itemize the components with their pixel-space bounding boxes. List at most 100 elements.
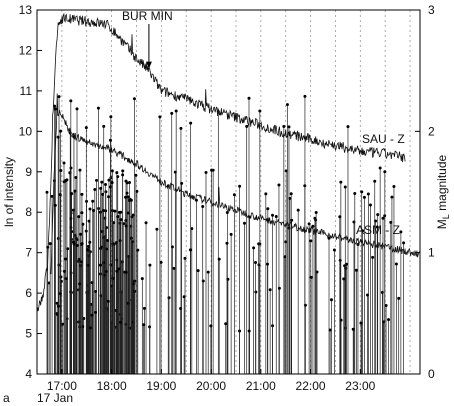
event-point bbox=[361, 229, 365, 233]
event-point bbox=[296, 208, 300, 212]
event-point bbox=[238, 184, 242, 188]
event-point bbox=[88, 207, 92, 211]
event-point bbox=[332, 248, 336, 252]
annotation-arrowhead bbox=[145, 61, 152, 69]
event-point bbox=[394, 262, 398, 266]
event-point bbox=[189, 121, 193, 125]
event-point bbox=[307, 222, 311, 226]
series-label-sau-z: SAU - Z bbox=[362, 132, 405, 146]
event-point bbox=[88, 240, 92, 244]
y2-label-rest: magnitude bbox=[435, 154, 449, 214]
event-point bbox=[50, 194, 54, 198]
event-point bbox=[290, 218, 294, 222]
event-point bbox=[86, 245, 90, 249]
event-point bbox=[135, 189, 139, 193]
axes bbox=[36, 9, 421, 375]
event-point bbox=[217, 257, 221, 261]
panel-label: a bbox=[3, 391, 10, 405]
event-point bbox=[225, 211, 229, 215]
event-point bbox=[78, 282, 82, 286]
event-point bbox=[142, 323, 146, 327]
event-point bbox=[247, 96, 251, 100]
event-point bbox=[64, 277, 68, 281]
event-point bbox=[284, 240, 288, 244]
event-point bbox=[106, 299, 110, 303]
event-point bbox=[107, 195, 111, 199]
x-tick-label: 20:00 bbox=[196, 379, 226, 393]
event-point bbox=[110, 181, 114, 185]
event-point bbox=[126, 195, 130, 199]
event-point bbox=[329, 298, 333, 302]
event-point bbox=[362, 195, 366, 199]
event-point bbox=[182, 295, 186, 299]
event-point bbox=[383, 170, 387, 174]
event-point bbox=[148, 325, 152, 329]
event-point bbox=[190, 227, 194, 231]
x-tick-label: 21:00 bbox=[246, 379, 276, 393]
event-point bbox=[309, 275, 313, 279]
event-point bbox=[102, 124, 106, 128]
event-point bbox=[397, 296, 401, 300]
event-point bbox=[264, 192, 268, 196]
event-point bbox=[72, 242, 76, 246]
event-point bbox=[115, 171, 119, 175]
event-point bbox=[95, 178, 99, 182]
event-point bbox=[283, 255, 287, 259]
event-point bbox=[78, 168, 82, 172]
event-point bbox=[64, 257, 68, 261]
event-point bbox=[69, 192, 73, 196]
event-point bbox=[170, 245, 174, 249]
event-point bbox=[117, 267, 121, 271]
y-tick-label: 6 bbox=[25, 286, 32, 300]
event-point bbox=[144, 221, 148, 225]
y-tick-label: 7 bbox=[25, 246, 32, 260]
event-point bbox=[201, 204, 205, 208]
event-point bbox=[313, 216, 317, 220]
event-point bbox=[100, 245, 104, 249]
event-point bbox=[81, 222, 85, 226]
event-point bbox=[374, 219, 378, 223]
event-point bbox=[59, 168, 63, 172]
event-point bbox=[80, 242, 84, 246]
event-point bbox=[174, 109, 178, 113]
event-point bbox=[75, 244, 79, 248]
event-point bbox=[204, 171, 208, 175]
event-point bbox=[121, 169, 125, 173]
event-point bbox=[402, 241, 406, 245]
event-point bbox=[266, 207, 270, 211]
date-label: 17 Jan bbox=[37, 391, 73, 405]
event-point bbox=[119, 218, 123, 222]
event-point bbox=[126, 211, 130, 215]
event-point bbox=[140, 277, 144, 281]
event-point bbox=[338, 258, 342, 262]
event-point bbox=[104, 269, 108, 273]
x-tick-label: 17:00 bbox=[47, 379, 77, 393]
event-point bbox=[109, 115, 113, 119]
event-point bbox=[353, 191, 357, 195]
event-point bbox=[80, 260, 84, 264]
event-point bbox=[102, 273, 106, 277]
event-point bbox=[45, 190, 49, 194]
event-point bbox=[61, 322, 65, 326]
event-point bbox=[284, 169, 288, 173]
event-point bbox=[209, 324, 213, 328]
event-point bbox=[59, 129, 63, 133]
event-point bbox=[179, 126, 183, 130]
event-point bbox=[258, 109, 262, 113]
event-point bbox=[365, 293, 369, 297]
event-point bbox=[78, 232, 82, 236]
event-point bbox=[229, 232, 233, 236]
event-point bbox=[121, 173, 125, 177]
event-point bbox=[380, 290, 384, 294]
event-point bbox=[309, 239, 313, 243]
x-tick-label: 22:00 bbox=[296, 379, 326, 393]
event-point bbox=[159, 260, 163, 264]
y-tick-label: 8 bbox=[25, 205, 32, 219]
event-point bbox=[180, 181, 184, 185]
event-point bbox=[66, 247, 70, 251]
y-axis-label: ln of intensity bbox=[2, 157, 16, 227]
event-point bbox=[53, 203, 57, 207]
event-point bbox=[123, 270, 127, 274]
annotation-bur-min: BUR MIN bbox=[122, 9, 173, 23]
